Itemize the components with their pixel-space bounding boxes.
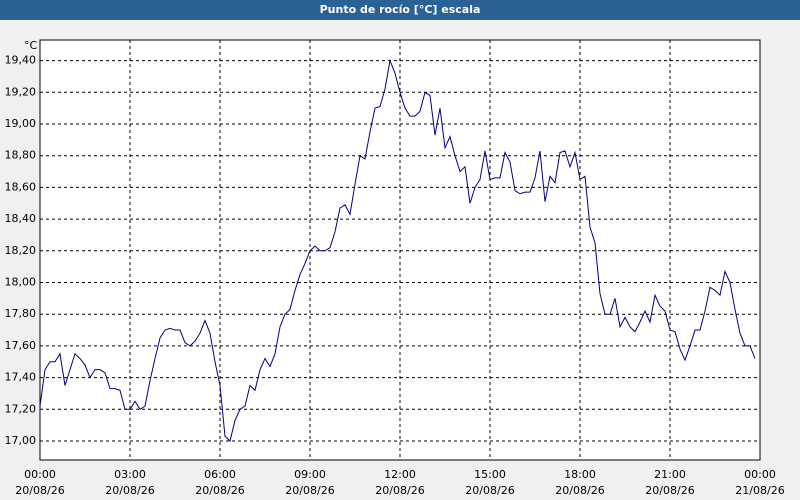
x-tick-date: 20/08/26 <box>645 484 694 497</box>
x-tick-date: 20/08/26 <box>195 484 244 497</box>
title-bar <box>0 0 800 20</box>
x-tick-label: 15:00 <box>474 468 506 481</box>
y-unit: °C <box>24 39 38 52</box>
y-tick-label: 17,80 <box>5 307 37 320</box>
x-tick-date: 20/08/26 <box>285 484 334 497</box>
x-tick-date: 20/08/26 <box>465 484 514 497</box>
x-tick-label: 06:00 <box>204 468 236 481</box>
y-tick-label: 17,00 <box>5 434 37 447</box>
y-tick-label: 18,00 <box>5 275 37 288</box>
y-tick-label: 18,20 <box>5 244 37 257</box>
y-tick-label: 19,00 <box>5 117 37 130</box>
x-tick-label: 12:00 <box>384 468 416 481</box>
y-tick-label: 18,80 <box>5 149 37 162</box>
y-tick-label: 18,40 <box>5 212 37 225</box>
x-tick-label: 00:00 <box>24 468 56 481</box>
y-tick-label: 19,20 <box>5 85 37 98</box>
x-tick-label: 18:00 <box>564 468 596 481</box>
line-series <box>39 58 756 442</box>
x-tick-label: 09:00 <box>294 468 326 481</box>
x-tick-date: 20/08/26 <box>555 484 604 497</box>
x-tick-date: 20/08/26 <box>15 484 64 497</box>
chart-title: Punto de rocío [°C] escala <box>320 3 481 16</box>
y-tick-label: 19,40 <box>5 54 37 67</box>
x-tick-date: 20/08/26 <box>375 484 424 497</box>
y-tick-label: 18,60 <box>5 180 37 193</box>
x-tick-label: 00:00 <box>744 468 776 481</box>
x-tick-label: 03:00 <box>114 468 146 481</box>
x-tick-label: 21:00 <box>654 468 686 481</box>
y-tick-label: 17,20 <box>5 402 37 415</box>
x-tick-date: 20/08/26 <box>105 484 154 497</box>
y-tick-label: 17,40 <box>5 371 37 384</box>
x-tick-date: 21/08/26 <box>735 484 784 497</box>
y-tick-label: 17,60 <box>5 339 37 352</box>
